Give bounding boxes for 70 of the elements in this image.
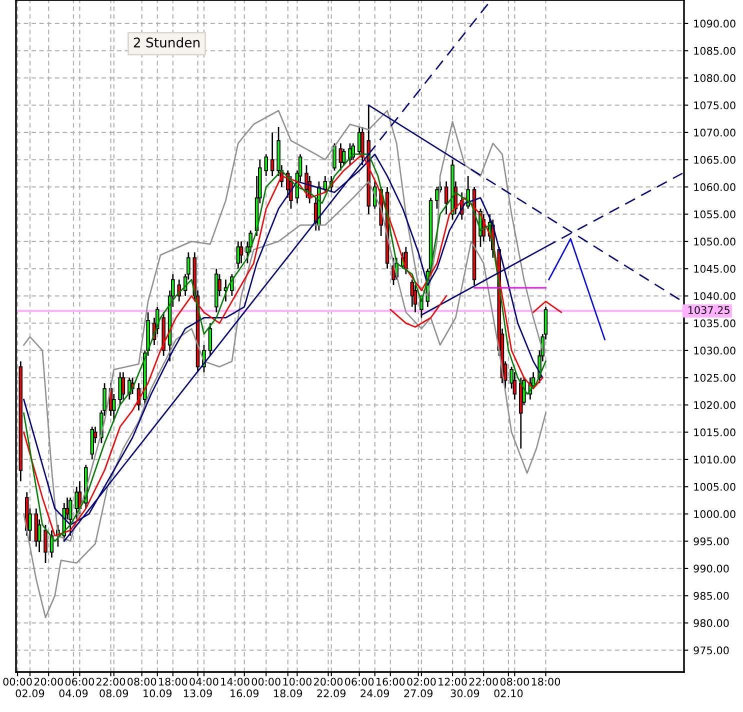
- x-tick-label: 02.10: [494, 689, 523, 698]
- x-tick-label: 10:00: [283, 678, 312, 686]
- x-tick-label: 27.09: [404, 689, 433, 698]
- y-tick-label: 1050.00: [694, 238, 736, 246]
- x-tick-label: 08:00: [500, 678, 529, 686]
- x-tick-label: 18:00: [532, 678, 560, 686]
- y-tick-label: 1030.00: [694, 346, 736, 355]
- candlestick: [44, 524, 48, 564]
- x-tick-label: 00:00: [3, 678, 32, 686]
- y-tick-label: 985.00: [694, 592, 729, 600]
- y-tick-label: 1040.00: [694, 292, 736, 300]
- line-series: [23, 180, 546, 618]
- x-tick-label: 08:00: [128, 678, 156, 686]
- candlestick: [68, 496, 72, 536]
- x-tick-label: 08.09: [100, 689, 128, 698]
- x-tick-label: 14:00: [221, 678, 250, 686]
- candlestick: [351, 142, 355, 160]
- x-tick-label: 16:00: [376, 678, 405, 686]
- candlestick: [121, 372, 126, 400]
- x-tick-label: 06:00: [65, 678, 94, 686]
- x-tick-label: 02:00: [407, 678, 436, 686]
- y-tick-label: 1045.00: [694, 264, 736, 273]
- y-tick-label: 1010.00: [694, 456, 736, 464]
- x-tick-label: 12:00: [438, 678, 467, 686]
- x-tick-label: 04:00: [190, 678, 218, 686]
- x-tick-label: 16.09: [230, 689, 259, 698]
- y-tick-label: 1075.00: [694, 101, 736, 110]
- x-tick-label: 04.09: [59, 689, 88, 698]
- y-tick-label: 1005.00: [694, 482, 736, 491]
- x-tick-label: 22:00: [96, 678, 126, 686]
- x-tick-label: 06:00: [345, 678, 374, 686]
- x-tick-label: 22.09: [317, 689, 346, 698]
- line-series: [390, 295, 448, 328]
- x-tick-label: 20:00: [34, 678, 63, 686]
- y-tick-label: 1070.00: [694, 128, 736, 137]
- x-tick-label: 18.09: [274, 689, 302, 698]
- y-tick-label: 990.00: [694, 564, 729, 573]
- y-tick-label: 1080.00: [694, 74, 736, 82]
- y-tick-label: 980.00: [694, 619, 729, 628]
- x-tick-label: 10.09: [144, 689, 172, 698]
- candlestick: [177, 278, 181, 302]
- x-tick-label: 00:00: [252, 678, 280, 686]
- x-tick-label: 30.09: [450, 689, 480, 698]
- y-tick-label: 1060.00: [694, 183, 736, 192]
- y-tick-label: 1085.00: [694, 46, 736, 55]
- x-tick-label: 02.09: [16, 689, 44, 698]
- annotation: 2 Stunden: [134, 37, 200, 48]
- y-tick-label: 1055.00: [694, 210, 736, 218]
- x-tick-label: 20:00: [314, 678, 343, 686]
- candlestick: [444, 180, 448, 215]
- y-tick-label: 975.00: [694, 646, 729, 654]
- candlestick: [118, 372, 122, 406]
- candlestick: [270, 132, 274, 177]
- x-tick-label: 24.09: [360, 689, 390, 698]
- candlestick: [208, 322, 212, 357]
- x-tick-label: 18:00: [159, 678, 188, 686]
- x-tick-label: 22:00: [469, 678, 498, 686]
- y-tick-label: 1065.00: [694, 156, 736, 164]
- y-tick-label: 1015.00: [694, 428, 736, 436]
- y-tick-label: 995.00: [694, 537, 729, 546]
- candlestick: [264, 154, 268, 177]
- y-tick-label: 1090.00: [694, 20, 736, 28]
- x-tick-label: 13.09: [184, 689, 212, 698]
- y-tick-label: 1025.00: [694, 374, 736, 382]
- y-tick-label: 1000.00: [694, 510, 736, 518]
- y-tick-label: 1035.00: [694, 319, 736, 328]
- candlestick: [404, 246, 408, 275]
- candlestick: [332, 142, 336, 172]
- ref-line-label: 1037.25: [688, 306, 730, 314]
- y-tick-label: 1020.00: [694, 401, 736, 410]
